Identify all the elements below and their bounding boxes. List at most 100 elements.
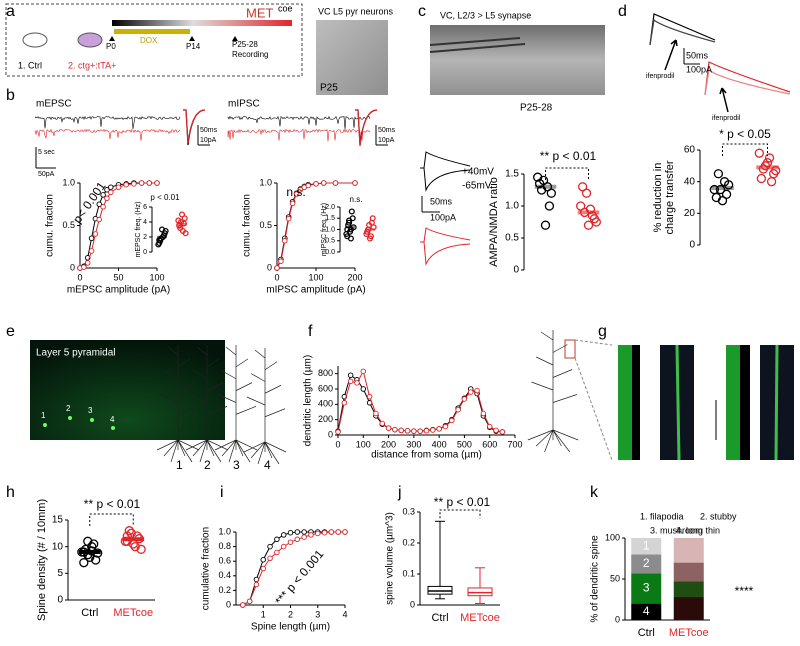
data-point [100,192,106,198]
cell-label: 4 [110,415,115,424]
nmda-trace [649,13,716,46]
data-point [178,211,186,218]
data-point [96,201,102,207]
label: +40mV [462,167,494,178]
y-tick-label: 2.0 [325,204,335,211]
y-tick-label: 400 [318,399,333,409]
data-point [499,429,506,435]
dendrite-render [726,345,740,460]
label: VC L5 pyr neurons [318,6,394,16]
data-point [293,191,300,197]
data-point [449,417,455,424]
x-axis-label: mEPSC amplitude (pA) [67,285,170,296]
zoom-line [574,339,613,461]
y-tick-label: 800 [318,368,333,378]
data-point [287,539,294,545]
label: Recording [232,50,268,59]
mouse-icon [22,32,48,48]
data-point [176,221,183,229]
series-line [337,374,503,433]
data-point [360,368,367,375]
data-point [455,406,461,413]
series-line [337,370,503,433]
y-tick-label: 1.5 [505,169,519,180]
data-point [717,196,728,206]
data-point [131,181,137,187]
data-point [411,428,417,434]
data-point [96,216,102,223]
legend-entry: 2. stubby [700,511,737,521]
data-point [486,423,493,430]
data-point [344,233,351,240]
data-point [123,181,129,188]
y-axis-label: % of dendritic spine [590,535,601,623]
y-tick-label: 50 [610,573,620,583]
label: -65mV [462,181,492,192]
y-tick-label: 15 [52,515,64,526]
data-point [321,180,327,186]
cell-label: 1 [41,411,46,420]
mouse-icon [77,32,103,48]
legend-entry: 1. filapodia [640,511,684,521]
data-point [583,220,594,230]
data-point [313,181,319,187]
dendrite-render [618,345,632,460]
data-point [81,264,87,270]
data-point [430,427,436,433]
slice-image [430,25,605,95]
nmda-trace [649,18,716,46]
x-tick-label: 0 [335,439,340,449]
data-point [392,426,398,433]
data-point [301,529,307,535]
data-point [294,536,301,543]
bar-segment [673,597,704,620]
data-point [282,238,288,244]
data-point [301,534,307,540]
significance-label: n.s. [286,185,305,199]
y-tick-label: 60 [684,145,696,156]
data-point [347,372,354,378]
data-point [591,217,601,227]
significance-label: ** p < 0.01 [434,495,491,509]
data-point [352,180,358,186]
data-point [132,531,142,541]
data-point [77,547,87,557]
data-point [335,429,341,435]
data-point [138,180,145,186]
cell-soma [68,416,72,420]
data-point [83,536,93,546]
y-tick-label: 0 [615,614,620,624]
panel-letter: j [397,484,402,501]
y-axis-label: cumu. fraction [45,194,56,257]
dendrite-trace [675,344,681,461]
y-tick-label: 1.5 [325,215,335,222]
trace [227,128,371,142]
significance-label: *** p < 0.001 [272,547,326,608]
x-tick-label: 200 [347,272,362,282]
label: 5 sec [38,149,55,156]
label: Layer 5 pyramidal [36,348,115,359]
data-point [385,425,392,431]
data-point [108,189,114,196]
label: MET [246,5,274,20]
data-point [294,529,301,535]
y-axis-label: cumulative fraction [201,527,212,610]
significance-label: **** [735,584,754,598]
significance-bracket [545,167,589,180]
label: 50pA [38,171,55,178]
data-point [308,532,314,538]
data-point [576,201,586,211]
data-point [182,230,189,237]
x-tick-label: 0 [77,272,82,282]
label: ifenprodil [646,73,675,80]
data-point [366,393,373,400]
trace [34,115,181,130]
data-point [370,224,377,231]
box [427,585,453,595]
data-point [756,173,767,184]
data-point [84,260,91,266]
data-point [762,158,773,168]
data-point [723,180,734,190]
cell-soma [111,426,115,430]
data-point [713,169,724,179]
